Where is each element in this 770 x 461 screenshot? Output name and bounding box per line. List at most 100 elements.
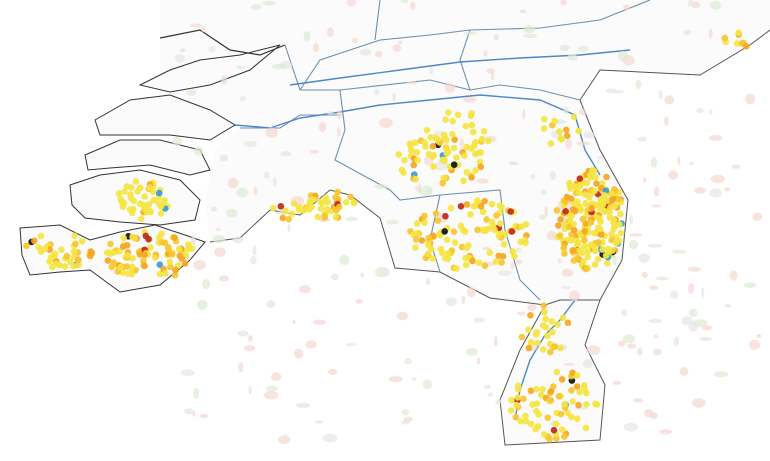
town	[622, 55, 635, 66]
dot	[481, 197, 489, 205]
town	[641, 271, 648, 279]
town	[677, 156, 681, 166]
dot	[514, 394, 522, 401]
town	[248, 386, 252, 395]
dot	[525, 344, 533, 352]
dot	[334, 188, 342, 196]
dot	[544, 414, 552, 422]
dot	[453, 154, 460, 161]
dot	[319, 199, 327, 207]
town	[172, 136, 183, 146]
dot	[721, 34, 729, 42]
town	[681, 316, 693, 326]
dot	[553, 207, 561, 214]
dot	[534, 339, 541, 347]
dot	[115, 190, 123, 197]
dot	[520, 395, 527, 403]
town	[388, 376, 403, 383]
dot	[579, 215, 587, 223]
dot	[587, 219, 595, 226]
town	[237, 330, 249, 337]
town	[563, 362, 575, 366]
town	[426, 187, 432, 195]
dot	[131, 235, 138, 242]
town	[180, 369, 195, 376]
dot	[440, 156, 448, 164]
island-outline	[94, 94, 236, 141]
dot	[495, 232, 503, 239]
town	[337, 127, 341, 137]
town	[243, 345, 256, 352]
island-outline	[138, 44, 281, 93]
dot	[596, 225, 604, 233]
dot	[606, 204, 614, 212]
dot	[500, 241, 508, 248]
dot	[136, 184, 144, 191]
town	[473, 317, 485, 323]
town	[612, 255, 617, 266]
dot	[457, 222, 465, 230]
dot	[609, 196, 616, 204]
dot	[87, 248, 94, 255]
town	[673, 336, 680, 347]
dot	[161, 239, 169, 247]
dot	[574, 254, 581, 261]
town	[351, 38, 359, 44]
town	[635, 79, 642, 90]
dot	[540, 125, 548, 132]
dot	[178, 255, 186, 262]
dot	[41, 245, 49, 252]
town	[227, 177, 239, 189]
town	[243, 140, 258, 148]
town	[314, 420, 324, 424]
town	[272, 176, 277, 187]
dot	[413, 149, 421, 156]
dot	[166, 258, 174, 266]
dot	[440, 174, 448, 182]
town	[293, 348, 304, 359]
town	[270, 372, 282, 381]
town	[189, 23, 203, 28]
dot	[336, 203, 343, 211]
dot	[462, 261, 470, 269]
dot	[175, 245, 183, 253]
town	[519, 9, 527, 14]
town	[623, 4, 630, 11]
dot	[104, 249, 111, 256]
dot	[78, 238, 86, 245]
dot	[511, 252, 518, 260]
town	[444, 83, 456, 93]
dot	[582, 200, 589, 207]
dot	[440, 131, 448, 139]
dot	[550, 343, 557, 351]
town	[561, 268, 574, 277]
island-outline	[69, 169, 201, 226]
town	[239, 96, 246, 102]
dot	[152, 254, 159, 261]
dot	[599, 246, 606, 253]
dot	[590, 243, 598, 250]
town	[713, 371, 729, 378]
dot	[171, 234, 178, 241]
dot	[609, 247, 616, 254]
dot	[432, 210, 440, 217]
island-outline	[84, 139, 211, 176]
dot	[75, 261, 82, 269]
town	[253, 186, 258, 196]
dot	[563, 126, 570, 134]
dot	[168, 251, 176, 258]
dot	[167, 263, 174, 271]
dot	[508, 396, 515, 404]
dot	[604, 260, 611, 267]
dot	[575, 189, 583, 197]
town	[658, 90, 663, 100]
town	[527, 304, 537, 312]
town	[186, 88, 197, 96]
town	[688, 282, 695, 294]
dot	[569, 398, 576, 405]
town	[569, 290, 580, 301]
dot	[430, 163, 437, 170]
town	[683, 29, 692, 36]
dot	[171, 271, 179, 279]
town	[612, 380, 621, 385]
